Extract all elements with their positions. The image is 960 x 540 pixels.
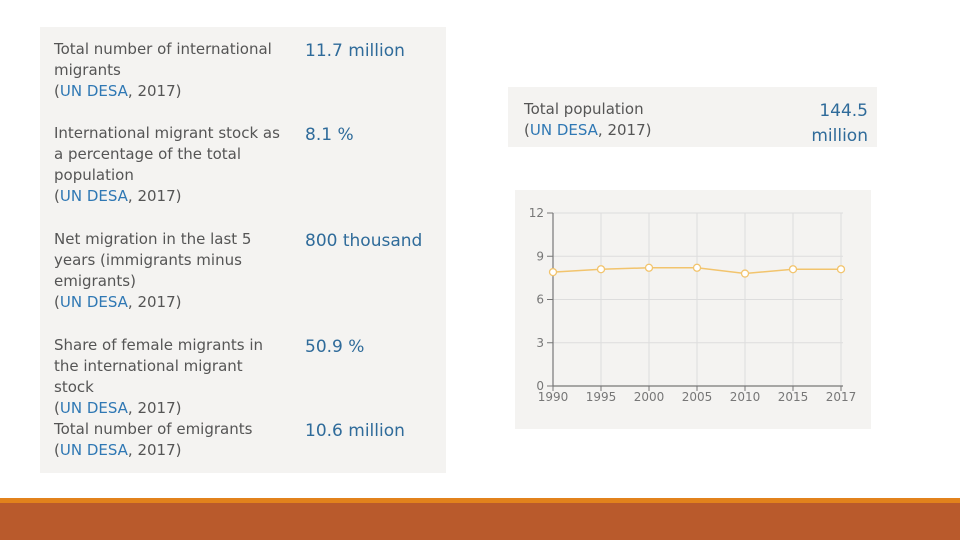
- x-tick-label: 2000: [634, 390, 665, 404]
- x-tick-label: 2017: [826, 390, 857, 404]
- population-value: 144.5 million: [811, 101, 868, 146]
- data-point: [740, 269, 750, 278]
- y-tick-label: 3: [536, 336, 544, 350]
- stat-label: Net migration in the last 5 years (immig…: [54, 229, 286, 313]
- source-link[interactable]: UN DESA: [59, 293, 128, 311]
- stat-label-text: Net migration in the last 5 years (immig…: [54, 230, 252, 290]
- x-tick-label: 1990: [538, 390, 569, 404]
- total-population-panel: Total population (UN DESA, 2017) 144.5 m…: [508, 87, 877, 147]
- source-link[interactable]: UN DESA: [59, 441, 128, 459]
- data-point: [644, 263, 654, 272]
- source-link[interactable]: UN DESA: [59, 187, 128, 205]
- stat-value: 800 thousand: [305, 231, 423, 251]
- line-chart-svg: 0 3 6 9 12 1990 1995 2000 2005 2010 2015 2017: [529, 206, 857, 404]
- population-label-text: Total population: [524, 100, 644, 118]
- y-tick-label: 12: [529, 206, 544, 220]
- data-point: [596, 265, 606, 274]
- stat-source: (UN DESA, 2017): [54, 187, 182, 205]
- stat-source: (UN DESA, 2017): [54, 82, 182, 100]
- migration-stats-panel: Total number of international migrants (…: [40, 27, 446, 473]
- stat-value: 8.1 %: [305, 125, 354, 145]
- y-tick-label: 9: [536, 249, 544, 263]
- data-point: [788, 265, 798, 274]
- stat-source: (UN DESA, 2017): [54, 293, 182, 311]
- data-point: [548, 267, 558, 277]
- y-tick-label: 0: [536, 379, 544, 393]
- population-source: (UN DESA, 2017): [524, 121, 652, 139]
- population-label: Total population (UN DESA, 2017): [524, 99, 724, 141]
- x-tick-label: 2005: [682, 390, 713, 404]
- stat-label: Total number of international migrants (…: [54, 39, 286, 102]
- stat-value: 10.6 million: [305, 421, 405, 441]
- x-tick-label: 1995: [586, 390, 617, 404]
- x-tick-label: 2010: [730, 390, 761, 404]
- footer-bar: [0, 503, 960, 540]
- stat-label-text: Share of female migrants in the internat…: [54, 336, 264, 396]
- stat-label-text: Total number of emigrants: [54, 420, 253, 438]
- stat-source: (UN DESA, 2017): [54, 399, 182, 417]
- source-link[interactable]: UN DESA: [529, 121, 598, 139]
- stat-value: 11.7 million: [305, 41, 405, 61]
- y-tick-label: 6: [536, 293, 544, 307]
- stat-label-text: International migrant stock as a percent…: [54, 124, 280, 184]
- x-tick-label: 2015: [778, 390, 809, 404]
- stat-label: Share of female migrants in the internat…: [54, 335, 286, 419]
- stat-source: (UN DESA, 2017): [54, 441, 182, 459]
- stat-label-text: Total number of international migrants: [54, 40, 272, 79]
- migrant-share-chart: 0 3 6 9 12 1990 1995 2000 2005 2010 2015 2017: [515, 190, 871, 429]
- stat-label: International migrant stock as a percent…: [54, 123, 286, 207]
- source-link[interactable]: UN DESA: [59, 399, 128, 417]
- stat-value: 50.9 %: [305, 337, 365, 357]
- footer-accent-line: [0, 498, 960, 503]
- data-point: [692, 263, 702, 272]
- source-link[interactable]: UN DESA: [59, 82, 128, 100]
- data-point: [836, 265, 846, 274]
- stat-label: Total number of emigrants (UN DESA, 2017…: [54, 419, 286, 461]
